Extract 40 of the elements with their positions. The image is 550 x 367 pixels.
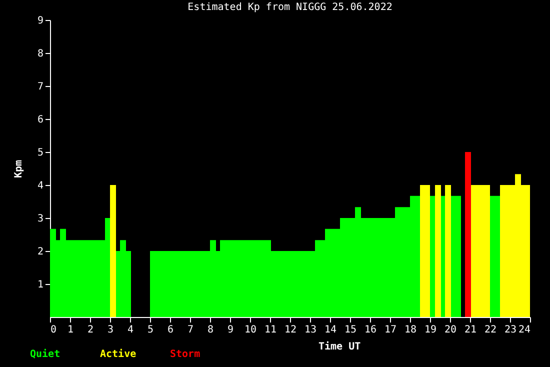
- x-tick-label: 4: [127, 324, 134, 336]
- x-tick-label: 14: [324, 324, 337, 336]
- y-tick-label: 3: [37, 214, 44, 224]
- text: Quiet: [30, 348, 60, 360]
- x-tick-label: 5: [147, 324, 154, 336]
- x-tick-label: 23: [504, 324, 517, 336]
- x-tick-label: 12: [284, 324, 297, 336]
- x-tick-label: 11: [264, 324, 277, 336]
- y-tick-label: 7: [37, 82, 44, 92]
- x-axis-title: Time UT: [318, 340, 361, 352]
- y-tick-label: 2: [37, 246, 44, 258]
- text: Storm: [170, 349, 200, 360]
- y-axis-title: Kpm: [13, 160, 24, 178]
- chart-title: Estimated Kp from NIGGG 25.06.2022: [188, 2, 392, 13]
- x-tick-label: 16: [364, 324, 377, 336]
- text: Active: [100, 348, 136, 360]
- x-tick-label: 19: [424, 324, 437, 336]
- y-tick-label: 6: [37, 114, 44, 126]
- x-tick-label: 9: [227, 324, 234, 336]
- y-tick-label: 5: [37, 148, 44, 158]
- x-tick-label: 1: [67, 324, 74, 336]
- x-tick-label: 6: [167, 324, 174, 336]
- y-tick-label: 8: [37, 48, 44, 60]
- x-tick-label: 2: [87, 324, 94, 336]
- x-tick-label: 3: [107, 324, 114, 336]
- x-tick-label: 24: [518, 324, 530, 336]
- x-tick-label: 22: [484, 324, 497, 336]
- x-tick-label: 15: [344, 324, 357, 336]
- x-tick-label: 18: [404, 324, 417, 336]
- x-tick-label: 10: [244, 324, 257, 336]
- x-tick-label: 7: [187, 324, 194, 336]
- x-tick-label: 8: [207, 324, 214, 336]
- y-tick-label: 4: [37, 180, 44, 192]
- x-tick-label: 17: [384, 324, 397, 336]
- y-tick-label: 1: [37, 280, 44, 290]
- x-tick-label: 0: [50, 324, 57, 336]
- x-tick-label: 13: [304, 324, 317, 336]
- x-tick-label: 21: [464, 324, 477, 336]
- y-tick-label: 9: [37, 16, 44, 26]
- x-tick-label: 20: [444, 324, 457, 336]
